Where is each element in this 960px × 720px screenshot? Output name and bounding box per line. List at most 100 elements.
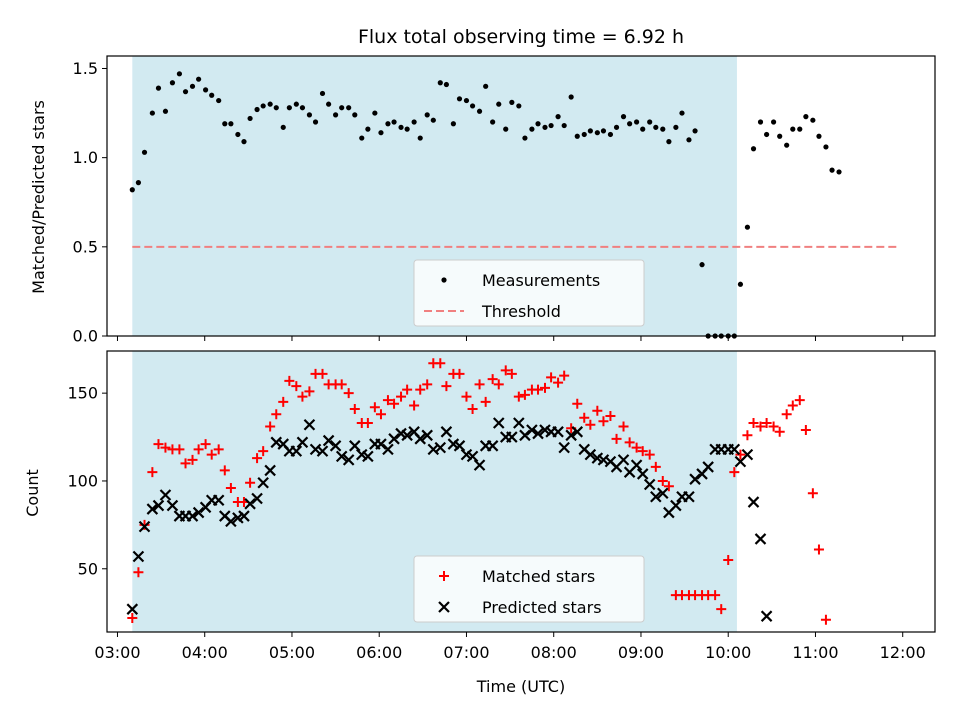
legend-label: Measurements [482,271,600,290]
matched-point [480,396,491,407]
matched-point [304,386,315,397]
matched-point [461,391,472,402]
measurement-point [273,105,279,111]
top-legend-box [413,259,645,327]
measurement-point [692,128,698,134]
predicted-point [565,429,577,442]
bottom-legend-box [413,555,645,623]
measurement-point [483,83,489,89]
measurement-point [267,101,273,107]
predicted-point [349,440,361,452]
matched-point [519,389,530,400]
predicted-point [296,436,309,449]
predicted-point [290,445,303,457]
matched-point [546,372,557,383]
measurement-point [135,180,142,186]
measurement-point [260,103,266,109]
measurement-point [660,126,666,132]
matched-point [343,388,354,399]
top-legend: Measurements Threshold [413,259,645,327]
xtick-label: 04:00 [182,643,228,662]
measurement-point [319,90,326,97]
bottom-y-axis-label: Count [23,469,42,517]
matched-point [644,449,655,460]
legend-measurement-swatch [441,277,447,283]
legend-matched-swatch [439,571,449,581]
measurement-point [247,115,253,122]
chart-title: Flux total observing time = 6.92 h [358,26,684,48]
matched-point [219,465,230,476]
matched-point [375,409,386,420]
matched-point [206,449,217,460]
measurement-point [222,121,228,127]
measurement-point [744,224,751,230]
predicted-point [552,426,564,438]
matched-point [624,437,635,448]
legend-label: Threshold [481,302,561,321]
matched-point [402,384,413,395]
matched-point [559,370,570,381]
matched-point [441,381,452,392]
predicted-point [257,476,269,489]
measurement-point [286,105,292,111]
matched-point [611,433,622,444]
measurement-point [463,97,470,104]
measurement-point [581,131,587,138]
matched-point [382,395,393,406]
matched-point [265,421,276,432]
measurement-point [548,122,554,129]
matched-point [820,614,831,625]
measurement-point [679,110,685,116]
measurement-point [326,101,332,107]
measurement-point [176,71,183,77]
matched-point [389,398,400,409]
matched-point [605,410,616,421]
matched-point [710,590,721,601]
matched-point [592,405,603,416]
measurement-point [378,130,384,136]
xtick-label: 11:00 [792,643,838,662]
measurement-point [209,92,215,98]
measurement-point [411,119,417,125]
matched-point [474,379,485,390]
matched-point [813,544,824,555]
measurement-point [823,144,829,150]
measurement-point [770,119,777,125]
measurement-point [535,121,541,127]
predicted-point [401,429,413,442]
measurement-point [790,126,796,132]
measurement-point [810,117,816,123]
predicted-point [421,429,433,442]
matched-point [291,381,302,392]
measurement-point [182,89,189,95]
matched-point [781,409,792,420]
matched-point [396,391,407,402]
measurement-point [816,133,822,139]
matched-point [278,396,289,407]
matched-point [807,488,818,499]
measurement-point [235,131,241,138]
bottom-axes-frame [106,350,936,633]
measurement-point [228,121,234,127]
measurement-point [365,126,371,132]
top-axes-frame [106,55,936,337]
measurement-point [339,105,345,111]
matched-point [174,444,185,455]
measurement-point [784,142,790,148]
xtick-label: 08:00 [531,643,577,662]
measurement-point [503,126,509,132]
matched-point [369,402,380,413]
xtick-label: 12:00 [880,643,926,662]
measurement-point [750,146,757,152]
bottom-ytick-label: 100 [67,471,98,490]
predicted-point [440,426,453,438]
matched-point [539,382,550,393]
matched-point [513,391,524,402]
predicted-point [159,489,172,501]
matched-point [585,419,596,430]
measurement-point [391,119,397,125]
measurement-point [196,76,202,82]
measurement-point [385,121,391,127]
predicted-point [264,464,276,477]
matched-point [467,403,478,414]
